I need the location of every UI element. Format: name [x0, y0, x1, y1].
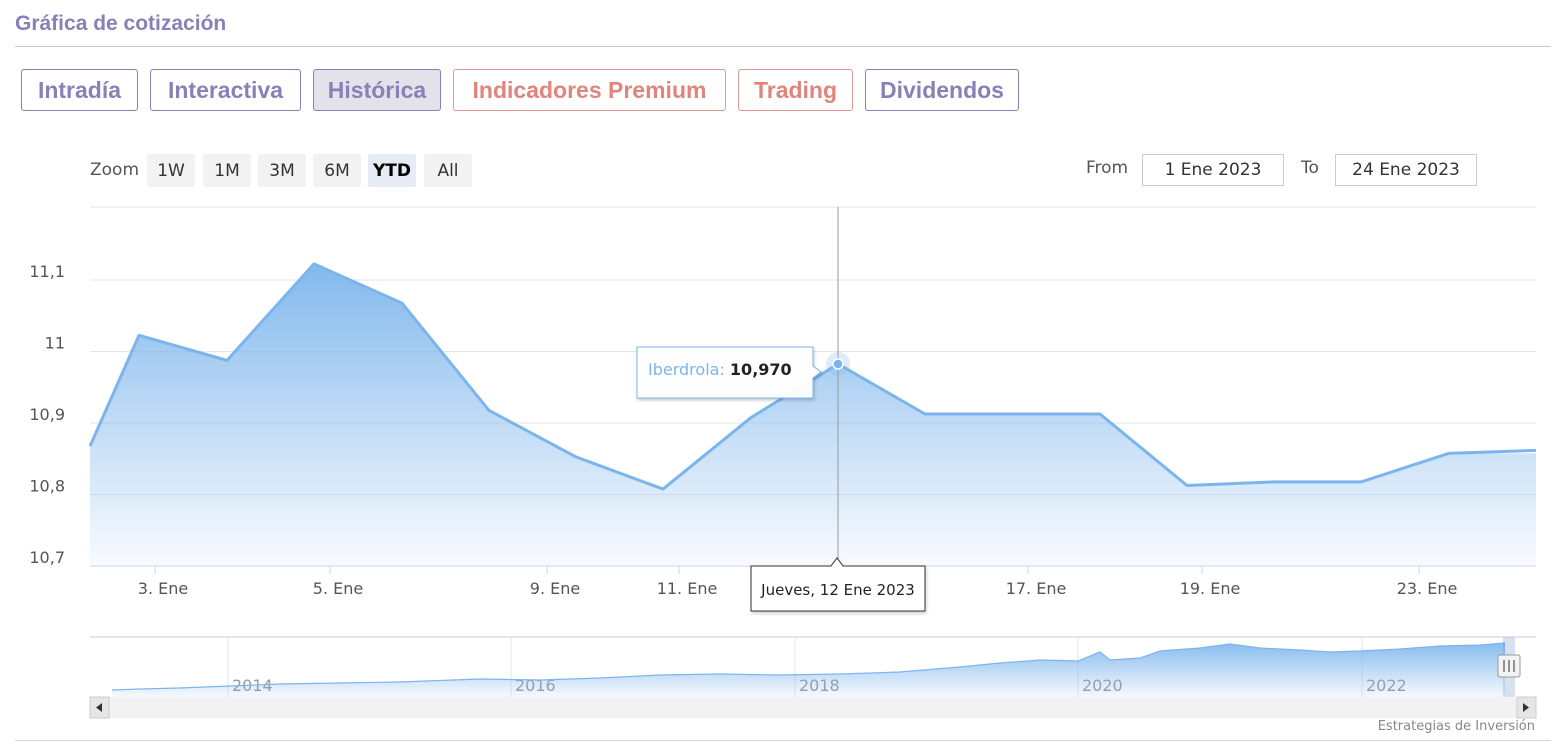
- svg-text:Iberdrola: 10,970: Iberdrola: 10,970: [648, 360, 792, 379]
- y-tick-label: 10,9: [29, 405, 65, 424]
- y-tick-label: 10,8: [29, 477, 65, 496]
- zoom-1m-button[interactable]: 1M: [203, 154, 251, 187]
- page-title: Gráfica de cotización: [15, 12, 227, 35]
- tooltip-series-name: Iberdrola: [648, 360, 719, 379]
- navigator[interactable]: 20142016201820202022: [90, 636, 1536, 697]
- x-tick-label: 17. Ene: [1006, 579, 1067, 598]
- navigator-scrollbar[interactable]: [89, 696, 1537, 719]
- tab-indicadores-premium[interactable]: Indicadores Premium: [453, 69, 726, 111]
- arrow-right-icon: [1523, 703, 1529, 712]
- range-to-input[interactable]: 24 Ene 2023: [1335, 154, 1477, 186]
- tab-trading[interactable]: Trading: [738, 69, 853, 111]
- crosshair-date-label: Jueves, 12 Ene 2023: [750, 557, 926, 612]
- range-from-label: From: [1086, 158, 1129, 178]
- zoom-ytd-button[interactable]: YTD: [368, 154, 416, 187]
- zoom-3m-button[interactable]: 3M: [258, 154, 306, 187]
- y-tick-label: 10,7: [29, 548, 65, 567]
- tab-historica[interactable]: Histórica: [313, 69, 441, 111]
- range-to-label: To: [1301, 158, 1319, 178]
- x-tick-label: 19. Ene: [1180, 579, 1241, 598]
- y-tick-label: 11,1: [29, 262, 65, 281]
- arrow-left-icon: [96, 703, 102, 712]
- series-tooltip: Iberdrola: 10,970: [636, 346, 822, 399]
- x-tick-label: 5. Ene: [313, 579, 363, 598]
- tab-intradia[interactable]: Intradía: [21, 69, 138, 111]
- title-divider: [15, 46, 1551, 47]
- x-tick-label: 23. Ene: [1397, 579, 1458, 598]
- tooltip-value: 10,970: [730, 360, 792, 379]
- tab-dividendos[interactable]: Dividendos: [865, 69, 1019, 111]
- navigator-area: [112, 643, 1505, 697]
- x-tick-label: 9. Ene: [530, 579, 580, 598]
- zoom-6m-button[interactable]: 6M: [313, 154, 361, 187]
- chart-crosshair: [826, 207, 850, 566]
- bottom-divider: [15, 740, 1551, 741]
- y-tick-label: 11: [45, 334, 65, 353]
- crosshair-date-text: Jueves, 12 Ene 2023: [760, 581, 915, 599]
- x-tick-label: 3. Ene: [138, 579, 188, 598]
- chart-y-axis: 10,7 10,8 10,9 11 11,1: [29, 262, 65, 567]
- x-tick-label: 11. Ene: [657, 579, 718, 598]
- tab-interactiva[interactable]: Interactiva: [150, 69, 301, 111]
- zoom-1w-button[interactable]: 1W: [147, 154, 195, 187]
- navigator-line: [111, 642, 1506, 691]
- highlighted-point[interactable]: [832, 358, 844, 370]
- chart-credit[interactable]: Estrategias de Inversión: [1377, 719, 1535, 734]
- zoom-label: Zoom: [90, 160, 140, 180]
- range-from-input[interactable]: 1 Ene 2023: [1142, 154, 1284, 186]
- chart-area-series: [88, 262, 1537, 566]
- zoom-all-button[interactable]: All: [424, 154, 472, 187]
- series-area-fill: [90, 263, 1536, 566]
